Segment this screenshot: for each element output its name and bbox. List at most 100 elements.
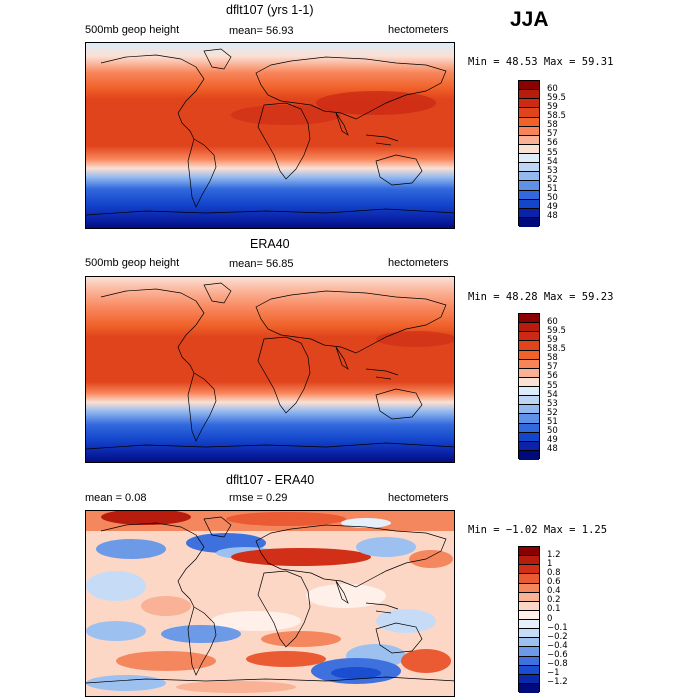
colorbar-swatch (519, 341, 539, 351)
panel-units-label: hectometers (388, 257, 449, 269)
colorbar-swatch (519, 556, 539, 566)
colorbar-tick-label: 0.1 (547, 604, 561, 615)
coastline-path (365, 602, 399, 614)
colorbar-swatch (519, 414, 539, 424)
colorbar-tick-label: 59 (547, 334, 558, 345)
colorbar-swatch (519, 144, 539, 154)
colorbar-swatch (519, 163, 539, 173)
coastline-path (203, 48, 232, 70)
colorbar-tick-label: 56 (547, 138, 558, 149)
colorbar-swatch (519, 108, 539, 118)
map-svg (86, 511, 454, 696)
colorbar-swatch (519, 199, 539, 209)
colorbar-tick-label: 59.5 (547, 92, 566, 103)
season-label: JJA (510, 8, 549, 31)
colorbar-swatch (519, 674, 539, 684)
panel-title: ERA40 (250, 237, 290, 251)
colorbar-tick-label: 0.2 (547, 595, 561, 606)
colorbar-swatch (519, 620, 539, 630)
colorbar-swatch (519, 217, 539, 227)
coastline-path (100, 54, 205, 140)
colorbar-swatch (519, 377, 539, 387)
colorbar-swatch (519, 601, 539, 611)
colorbar-swatch (519, 405, 539, 415)
panel-mean-label: mean = 0.08 (85, 492, 147, 504)
colorbar-tick-label: 48 (547, 444, 558, 455)
coastline-path (365, 134, 399, 146)
colorbar-swatch (519, 683, 539, 693)
colorbar-swatch (519, 423, 539, 433)
coastline-path (257, 570, 311, 648)
coastline-path (365, 368, 399, 380)
colorbar-swatch (519, 154, 539, 164)
colorbar-swatch (519, 432, 539, 442)
panel-minmax: Min = 48.28 Max = 59.23 (468, 291, 614, 303)
colorbar-swatch (519, 117, 539, 127)
colorbar-swatch (519, 592, 539, 602)
colorbar-swatch (519, 172, 539, 182)
coastline-path (335, 346, 349, 370)
colorbar-tick-label: 50 (547, 426, 558, 437)
colorbar-tick-label: 50 (547, 193, 558, 204)
colorbar-tick-label: 58.5 (547, 344, 566, 354)
panel-mean-label: mean= 56.85 (229, 258, 294, 270)
map-field (85, 510, 455, 697)
colorbar-tick-label: 55 (547, 147, 558, 158)
colorbar-swatch (519, 656, 539, 666)
colorbar (518, 313, 540, 460)
colorbar-tick-label: 58 (547, 120, 558, 131)
coastline-path (203, 282, 232, 304)
colorbar-tick-label: 49 (547, 202, 558, 213)
panel-title: dflt107 (yrs 1-1) (226, 3, 314, 17)
coastline-path (335, 580, 349, 604)
colorbar-swatch (519, 181, 539, 191)
colorbar-swatch (519, 638, 539, 648)
colorbar-tick-label: 58 (547, 353, 558, 364)
colorbar-swatch (519, 350, 539, 360)
colorbar-tick-label: 52 (547, 174, 558, 185)
coastline-path (100, 288, 205, 374)
coastline-path (257, 102, 311, 180)
colorbar-swatch (519, 647, 539, 657)
colorbar-tick-label: 53 (547, 398, 558, 409)
coastline-path (187, 606, 217, 676)
colorbar-swatch (519, 574, 539, 584)
coastline-path (375, 388, 423, 420)
colorbar-tick-label: 51 (547, 417, 558, 427)
colorbar-swatch (519, 314, 539, 324)
coastline-path (203, 516, 232, 538)
panel-left-label: 500mb geop height (85, 24, 180, 36)
colorbar-swatch (519, 629, 539, 639)
colorbar-tick-label: 51 (547, 184, 558, 194)
colorbar-swatch (519, 99, 539, 109)
colorbar-swatch (519, 90, 539, 100)
colorbar-swatch (519, 332, 539, 342)
colorbar (518, 546, 540, 693)
colorbar-tick-label: 60 (547, 316, 558, 327)
coastline-path (86, 676, 454, 684)
panel-units-label: hectometers (388, 492, 449, 504)
colorbar-tick-label: −1.2 (547, 677, 568, 688)
colorbar-swatch (519, 323, 539, 333)
colorbar-swatch (519, 368, 539, 378)
colorbar-tick-label: 0 (547, 613, 553, 624)
colorbar-swatch (519, 610, 539, 620)
map-field (85, 276, 455, 463)
panel-rmse-label: rmse = 0.29 (229, 492, 288, 504)
colorbar-tick-label: 57 (547, 362, 558, 373)
coastline-path (187, 372, 217, 442)
coastline-path (255, 524, 447, 588)
coastline-path (375, 154, 423, 186)
colorbar-swatch (519, 135, 539, 145)
colorbar-tick-label: 55 (547, 380, 558, 391)
colorbar-tick-label: −0.2 (547, 631, 568, 642)
colorbar-tick-label: 49 (547, 435, 558, 446)
coastline-path (86, 208, 454, 216)
panel-minmax: Min = 48.53 Max = 59.31 (468, 56, 614, 68)
colorbar-tick-label: −0.8 (547, 659, 568, 670)
colorbar (518, 80, 540, 227)
map-svg (86, 277, 454, 462)
colorbar-tick-label: 52 (547, 407, 558, 418)
colorbar-swatch (519, 665, 539, 675)
coastline-path (375, 622, 423, 654)
